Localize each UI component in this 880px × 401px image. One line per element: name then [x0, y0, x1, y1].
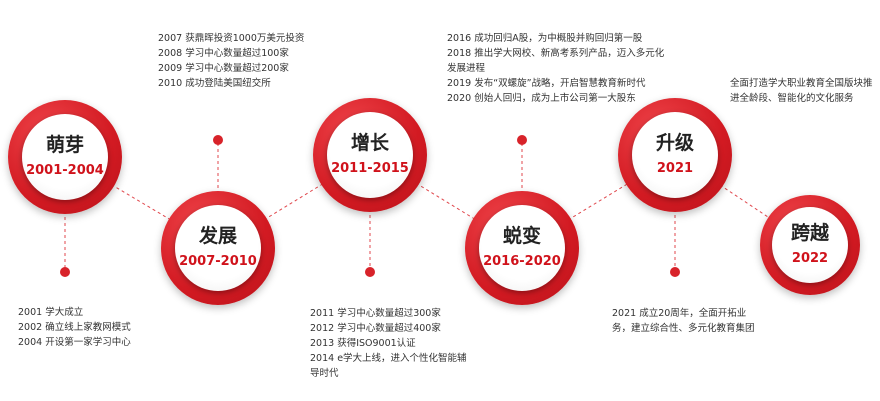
stage-years: 2022 — [791, 251, 829, 266]
event: 2002 确立线上家教网模式 — [18, 322, 131, 333]
event-list: 2001 学大成立 2002 确立线上家教网模式 2004 开设第一家学习中心 — [18, 305, 168, 350]
stage-name: 萌芽 — [45, 133, 84, 156]
dot — [365, 267, 375, 277]
stage-years: 2016-2020 — [483, 253, 561, 269]
stage-years: 2011-2015 — [331, 160, 409, 176]
event-list: 2016 成功回归A股，为中概股并购回归第一股 2018 推出学大网校、新高考系列… — [447, 31, 672, 106]
event: 2012 学习中心数量超过400家 — [310, 323, 441, 334]
stage-name: 增长 — [350, 131, 389, 154]
stage-inner: 萌芽 2001-2004 — [21, 113, 109, 201]
stage-inner: 发展 2007-2010 — [174, 204, 262, 292]
stage-circle: 增长 2011-2015 — [313, 98, 427, 212]
stage-inner: 升级 2021 — [631, 111, 719, 199]
stage-name: 升级 — [655, 131, 694, 154]
event-list: 2011 学习中心数量超过300家 2012 学习中心数量超过400家 2013 获… — [310, 306, 475, 381]
stage-name: 发展 — [198, 224, 237, 247]
dot — [213, 135, 223, 145]
stage-years: 2007-2010 — [179, 253, 257, 269]
event: 2013 获得ISO9001认证 — [310, 338, 416, 349]
stage-years: 2001-2004 — [26, 162, 104, 178]
dot — [60, 267, 70, 277]
event: 2021 成立20周年，全面开拓业务，建立综合性、多元化教育集团 — [612, 308, 755, 334]
event: 2020 创始人回归，成为上市公司第一大股东 — [447, 93, 636, 104]
event: 2019 发布“双螺旋”战略，开启智慧教育新时代 — [447, 78, 646, 89]
stage-circle: 蜕变 2016-2020 — [465, 191, 579, 305]
stage-circle: 跨越 2022 — [760, 195, 860, 295]
stage-circle: 萌芽 2001-2004 — [8, 100, 122, 214]
event-list: 2021 成立20周年，全面开拓业务，建立综合性、多元化教育集团 — [612, 306, 762, 336]
stage-name: 蜕变 — [502, 224, 541, 247]
event: 2018 推出学大网校、新高考系列产品，迈入多元化发展进程 — [447, 48, 665, 74]
stage-inner: 跨越 2022 — [772, 207, 848, 283]
event: 2001 学大成立 — [18, 307, 84, 318]
dot — [670, 267, 680, 277]
stage-circle: 升级 2021 — [618, 98, 732, 212]
event-list: 全面打造学大职业教育全国版块推进全龄段、智能化的文化服务 — [730, 76, 880, 106]
event-list: 2007 获鼎晖投资1000万美元投资 2008 学习中心数量超过100家 2009… — [158, 31, 328, 91]
event: 2016 成功回归A股，为中概股并购回归第一股 — [447, 33, 643, 44]
event: 全面打造学大职业教育全国版块推进全龄段、智能化的文化服务 — [730, 78, 873, 104]
event: 2004 开设第一家学习中心 — [18, 337, 131, 348]
event: 2009 学习中心数量超过200家 — [158, 63, 289, 74]
stage-name: 跨越 — [790, 222, 829, 244]
event: 2010 成功登陆美国纽交所 — [158, 78, 271, 89]
event: 2008 学习中心数量超过100家 — [158, 48, 289, 59]
stage-inner: 蜕变 2016-2020 — [478, 204, 566, 292]
dot — [517, 135, 527, 145]
event: 2007 获鼎晖投资1000万美元投资 — [158, 33, 305, 44]
stage-inner: 增长 2011-2015 — [326, 111, 414, 199]
stage-years: 2021 — [656, 160, 694, 176]
stage-circle: 发展 2007-2010 — [161, 191, 275, 305]
event: 2011 学习中心数量超过300家 — [310, 308, 441, 319]
event: 2014 e学大上线，进入个性化智能辅导时代 — [310, 353, 467, 379]
